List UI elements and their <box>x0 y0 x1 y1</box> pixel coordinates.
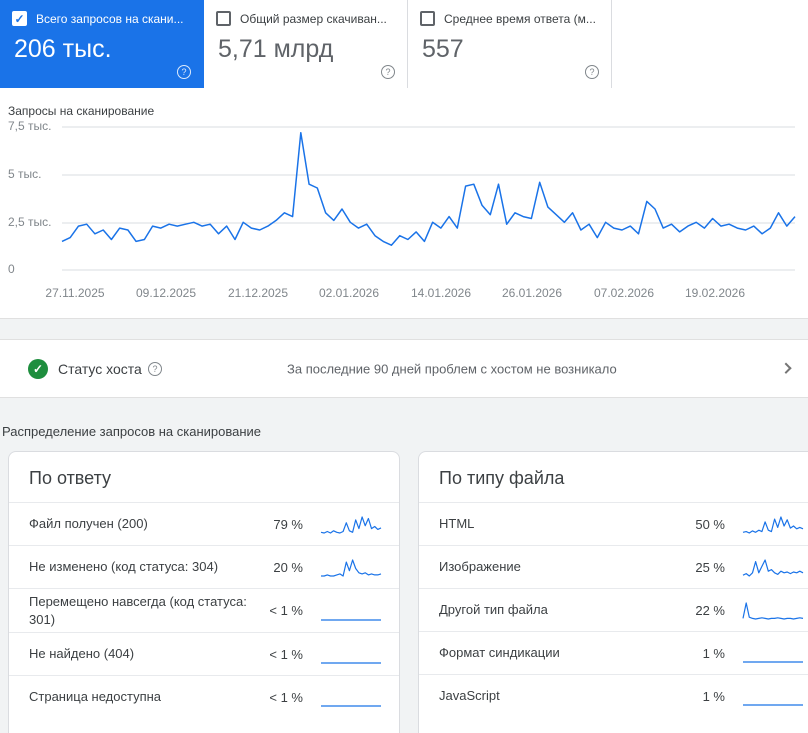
row-percent: 50 % <box>695 516 725 532</box>
row-label: Формат синдикации <box>439 645 560 661</box>
host-status-ok-icon: ✓ <box>28 358 48 379</box>
metric-card-title: Среднее время ответа (м... <box>444 11 596 26</box>
x-axis-tick: 07.02.2026 <box>593 286 655 300</box>
checkbox-checked-icon[interactable]: ✓ <box>12 11 27 26</box>
y-axis-tick: 5 тыс. <box>8 167 42 181</box>
table-row[interactable]: HTML 50 % <box>419 502 808 545</box>
sparkline-chart <box>321 662 381 664</box>
table-row[interactable]: Файл получен (200) 79 % <box>9 502 399 545</box>
metric-card-header: Среднее время ответа (м... <box>420 11 599 26</box>
y-axis-tick: 0 <box>8 262 15 276</box>
sparkline-chart <box>742 516 804 534</box>
row-label: Файл получен (200) <box>29 516 148 532</box>
row-percent: 22 % <box>695 602 725 618</box>
table-row[interactable]: JavaScript 1 % <box>419 674 808 717</box>
by-response-card: По ответу Файл получен (200) 79 % Не изм… <box>8 451 400 733</box>
row-percent: 20 % <box>273 559 303 575</box>
sparkline-chart <box>320 516 382 534</box>
host-status-message: За последние 90 дней проблем с хостом не… <box>287 361 617 376</box>
host-status-label: Статус хоста <box>58 360 142 377</box>
y-axis-tick: 2,5 тыс. <box>8 215 52 229</box>
metric-card-header: ✓ Всего запросов на скани... <box>12 11 191 26</box>
row-label: Не изменено (код статуса: 304) <box>29 559 219 575</box>
row-percent: < 1 % <box>269 689 303 705</box>
metric-card-value: 557 <box>422 35 464 63</box>
checkbox-unchecked-icon[interactable] <box>420 11 435 26</box>
row-percent: 25 % <box>695 559 725 575</box>
sparkline-chart <box>321 618 381 621</box>
table-row[interactable]: Не изменено (код статуса: 304) 20 % <box>9 545 399 588</box>
table-row[interactable]: Изображение 25 % <box>419 545 808 588</box>
row-label: Другой тип файла <box>439 602 548 618</box>
help-icon[interactable]: ? <box>585 65 599 79</box>
help-icon[interactable]: ? <box>148 361 162 376</box>
x-axis-tick: 21.12.2025 <box>227 286 289 300</box>
metric-cards-row: ✓ Всего запросов на скани... 206 тыс. ? … <box>0 0 808 88</box>
row-percent: 1 % <box>702 688 725 704</box>
sparkline-chart <box>742 559 804 577</box>
sparkline-chart <box>742 602 804 620</box>
sparkline-chart <box>743 661 803 663</box>
metric-card-total-download-size[interactable]: Общий размер скачиван... 5,71 млрд ? <box>204 0 408 88</box>
x-axis-tick: 14.01.2026 <box>410 286 472 300</box>
checkbox-unchecked-icon[interactable] <box>216 11 231 26</box>
metric-card-average-response-time[interactable]: Среднее время ответа (м... 557 ? <box>408 0 612 88</box>
y-axis-tick: 7,5 тыс. <box>8 119 52 133</box>
row-label: JavaScript <box>439 688 500 704</box>
x-axis-tick: 27.11.2025 <box>45 286 105 300</box>
row-percent: < 1 % <box>269 603 303 619</box>
table-row[interactable]: Страница недоступна < 1 % <box>9 675 399 718</box>
metric-card-title: Общий размер скачиван... <box>240 11 387 26</box>
table-row[interactable]: Перемещено навсегда (код статуса: 301) <… <box>9 588 399 632</box>
chart-title: Запросы на сканирование <box>8 104 155 118</box>
check-icon: ✓ <box>14 11 25 26</box>
card-title: По ответу <box>29 468 112 488</box>
row-label: Изображение <box>439 559 521 575</box>
sparkline-chart <box>321 705 381 707</box>
row-label: Перемещено навсегда (код статуса: 301) <box>29 594 247 627</box>
host-status-row[interactable]: ✓ Статус хоста ? За последние 90 дней пр… <box>0 340 808 397</box>
crawl-distribution-section: Распределение запросов на сканирование П… <box>0 397 808 733</box>
section-divider <box>0 318 808 340</box>
row-label: Страница недоступна <box>29 689 162 705</box>
metric-card-value: 5,71 млрд <box>218 35 334 63</box>
crawl-requests-line-chart <box>61 126 796 271</box>
table-row[interactable]: Не найдено (404) < 1 % <box>9 632 399 675</box>
metric-card-header: Общий размер скачиван... <box>216 11 395 26</box>
metric-card-title: Всего запросов на скани... <box>36 11 184 26</box>
by-file-type-card: По типу файла HTML 50 % Изображение 25 %… <box>418 451 808 733</box>
row-label: HTML <box>439 516 475 532</box>
help-icon[interactable]: ? <box>177 65 191 79</box>
table-row[interactable]: Формат синдикации 1 % <box>419 631 808 674</box>
x-axis-tick: 02.01.2026 <box>318 286 380 300</box>
row-percent: 1 % <box>702 645 725 661</box>
sparkline-chart <box>743 704 803 706</box>
metric-card-value: 206 тыс. <box>14 35 112 63</box>
x-axis-tick: 09.12.2025 <box>135 286 197 300</box>
crawl-requests-chart-section: Запросы на сканирование 7,5 тыс. 5 тыс. … <box>0 88 808 318</box>
row-percent: 79 % <box>273 516 303 532</box>
x-axis-tick: 19.02.2026 <box>684 286 746 300</box>
card-title: По типу файла <box>439 468 565 488</box>
sparkline-chart <box>321 559 382 577</box>
x-axis-tick: 26.01.2026 <box>501 286 563 300</box>
cards-row-filler <box>612 0 808 88</box>
distribution-cards: По ответу Файл получен (200) 79 % Не изм… <box>0 451 808 733</box>
help-icon[interactable]: ? <box>381 65 395 79</box>
row-percent: < 1 % <box>269 646 303 662</box>
table-row[interactable]: Другой тип файла 22 % <box>419 588 808 631</box>
chevron-right-icon[interactable] <box>780 362 792 374</box>
row-label: Не найдено (404) <box>29 646 135 662</box>
metric-card-total-crawl-requests[interactable]: ✓ Всего запросов на скани... 206 тыс. ? <box>0 0 204 88</box>
distribution-section-title: Распределение запросов на сканирование <box>2 424 262 439</box>
